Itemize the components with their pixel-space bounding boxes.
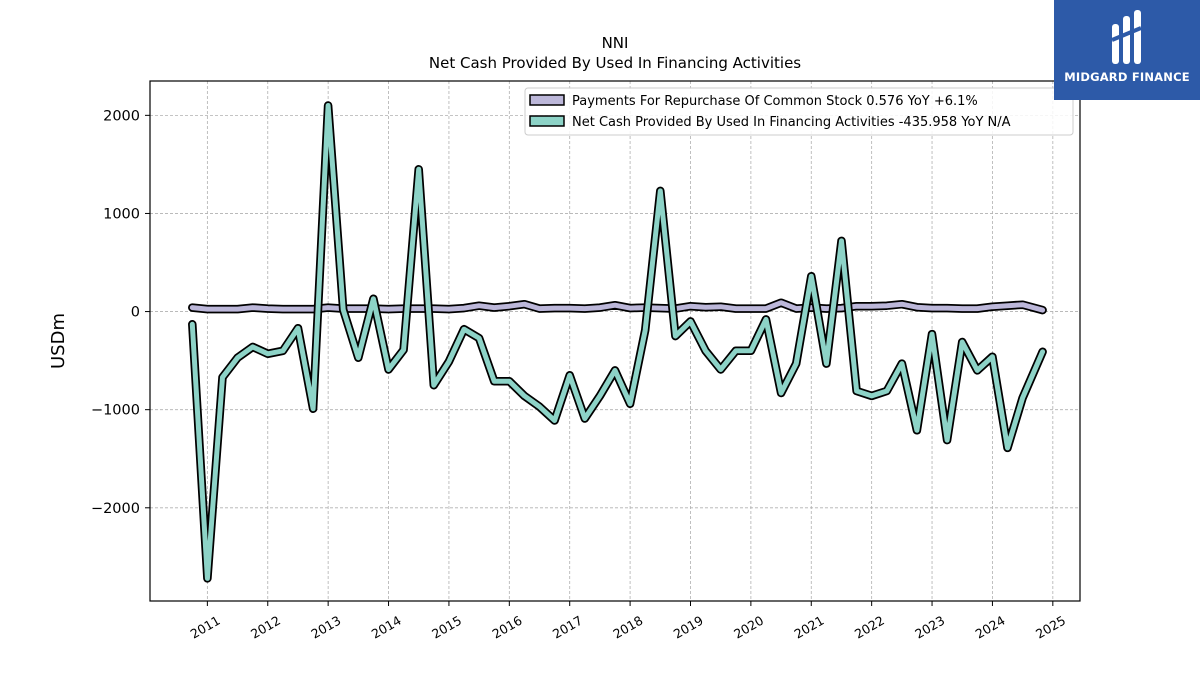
x-tick-label: 2014 — [369, 613, 404, 642]
x-tick-label: 2019 — [671, 613, 706, 642]
legend-swatch — [529, 94, 565, 106]
x-tick-label: 2022 — [852, 613, 887, 642]
x-tick-label: 2016 — [490, 613, 525, 642]
series-layer — [188, 101, 1047, 583]
y-tick-label: 0 — [131, 305, 140, 321]
legend-box — [524, 87, 1074, 136]
financing-series-line — [189, 103, 1046, 581]
y-axis-label: USDm — [48, 313, 69, 369]
chart-title: NNI — [602, 34, 629, 52]
midgard-logo-icon — [1111, 10, 1142, 64]
x-tick-label: 2018 — [610, 613, 645, 642]
y-tick-label: −2000 — [91, 501, 140, 517]
x-tick-label: 2012 — [248, 613, 283, 642]
x-tick-label: 2020 — [731, 613, 766, 642]
x-tick-label: 2017 — [550, 613, 585, 642]
repurchase-series-line — [189, 300, 1046, 313]
legend: Payments For Repurchase Of Common Stock … — [524, 87, 1074, 136]
y-tick-label: 1000 — [103, 206, 140, 222]
brand-name: MIDGARD FINANCE — [1064, 70, 1190, 84]
x-tick-label: 2011 — [188, 613, 223, 642]
x-tick-label: 2021 — [791, 613, 826, 642]
y-tick-label: 2000 — [103, 108, 140, 124]
legend-swatch — [529, 115, 565, 127]
legend-label: Net Cash Provided By Used In Financing A… — [572, 115, 1011, 130]
y-tick-label: −1000 — [91, 403, 140, 419]
x-tick-label: 2013 — [308, 613, 343, 642]
brand-logo: MIDGARD FINANCE — [1054, 0, 1200, 100]
plot-frame — [149, 80, 1081, 602]
x-tick-label: 2015 — [429, 613, 464, 642]
x-tick-label: 2023 — [912, 613, 947, 642]
legend-label: Payments For Repurchase Of Common Stock … — [572, 94, 978, 109]
chart-subtitle: Net Cash Provided By Used In Financing A… — [429, 54, 801, 72]
x-tick-label: 2025 — [1033, 613, 1068, 642]
x-tick-label: 2024 — [973, 613, 1008, 642]
